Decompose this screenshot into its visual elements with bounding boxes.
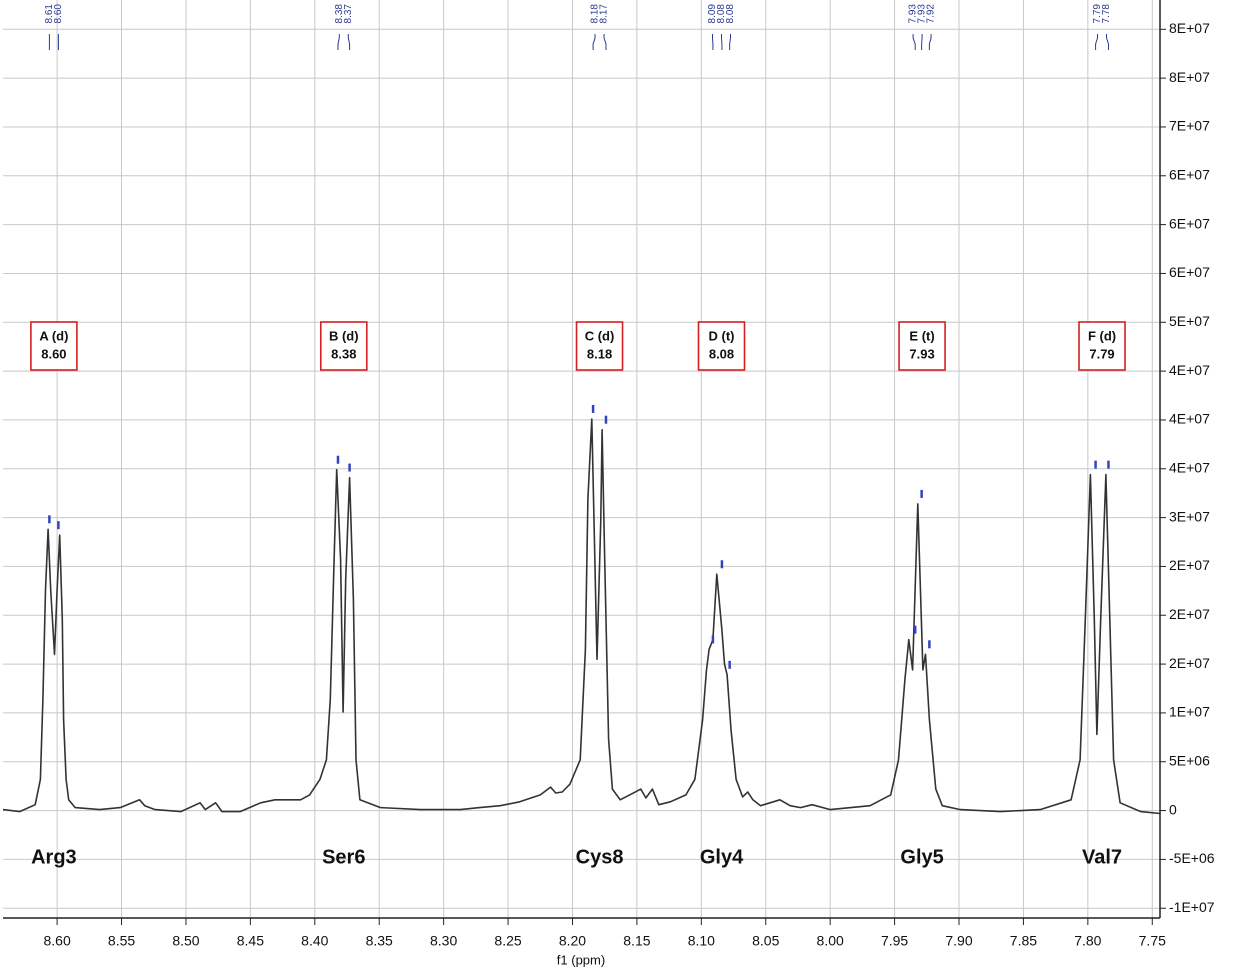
peak-leader bbox=[337, 34, 340, 50]
x-tick-label: 7.75 bbox=[1139, 933, 1166, 949]
y-tick-label: 7E+07 bbox=[1169, 118, 1210, 134]
x-tick-label: 8.50 bbox=[172, 933, 199, 949]
x-tick-label: 7.90 bbox=[945, 933, 972, 949]
x-tick-label: 8.00 bbox=[817, 933, 844, 949]
peak-leader bbox=[1095, 34, 1099, 50]
y-tick-label: 2E+07 bbox=[1169, 606, 1210, 622]
x-tick-label: 8.40 bbox=[301, 933, 328, 949]
peak-label: 8.37 bbox=[343, 4, 354, 24]
x-tick-label: 8.10 bbox=[688, 933, 715, 949]
peak-leader bbox=[1106, 34, 1109, 50]
spectrum-line bbox=[2, 418, 1161, 815]
peak-label: 8.08 bbox=[716, 4, 727, 24]
y-tick-label: 6E+07 bbox=[1169, 264, 1210, 280]
peak-label: 7.93 bbox=[908, 4, 919, 24]
peak-leader bbox=[347, 34, 351, 50]
residue-label: Gly4 bbox=[700, 846, 744, 868]
x-tick-label: 7.80 bbox=[1074, 933, 1101, 949]
y-tick-label: 0 bbox=[1169, 801, 1177, 817]
y-tick-label: -1E+07 bbox=[1169, 899, 1215, 915]
peak-leader bbox=[928, 34, 932, 50]
multiplet-box bbox=[697, 321, 746, 371]
residue-label: Cys8 bbox=[576, 846, 624, 868]
multiplet-box bbox=[575, 321, 624, 371]
peak-leader bbox=[729, 34, 732, 50]
x-tick-label: 7.85 bbox=[1010, 933, 1037, 949]
multiplet-shift: 8.60 bbox=[41, 346, 66, 361]
multiplet-shift: 8.08 bbox=[709, 346, 734, 361]
peak-label: 7.92 bbox=[926, 4, 937, 24]
peak-label: 7.79 bbox=[1092, 4, 1103, 24]
x-tick-label: 8.60 bbox=[43, 933, 70, 949]
y-tick-label: 8E+07 bbox=[1169, 20, 1210, 36]
multiplet-name: F (d) bbox=[1088, 328, 1116, 343]
multiplet-name: E (t) bbox=[909, 328, 934, 343]
peak-label: 8.18 bbox=[590, 4, 601, 24]
residue-label: Ser6 bbox=[322, 846, 365, 868]
peak-label: 7.93 bbox=[917, 4, 928, 24]
multiplet-box bbox=[898, 321, 946, 371]
peak-label: 8.38 bbox=[334, 4, 345, 24]
y-tick-label: 4E+07 bbox=[1169, 459, 1210, 475]
x-tick-label: 7.95 bbox=[881, 933, 908, 949]
multiplet-shift: 7.93 bbox=[909, 346, 934, 361]
multiplet-name: D (t) bbox=[709, 328, 735, 343]
peak-label: 8.60 bbox=[53, 4, 64, 24]
y-tick-label: 5E+06 bbox=[1169, 752, 1210, 768]
residue-label: Arg3 bbox=[31, 846, 77, 868]
multiplet-shift: 8.38 bbox=[331, 346, 356, 361]
y-tick-label: 2E+07 bbox=[1169, 557, 1210, 573]
y-tick-label: 2E+07 bbox=[1169, 655, 1210, 671]
y-tick-label: 6E+07 bbox=[1169, 215, 1210, 231]
multiplet-box bbox=[319, 321, 368, 371]
multiplet-name: A (d) bbox=[39, 328, 68, 343]
x-tick-label: 8.15 bbox=[623, 933, 650, 949]
peak-leader bbox=[603, 34, 607, 50]
peak-leader bbox=[592, 34, 596, 50]
peak-label: 8.09 bbox=[707, 4, 718, 24]
multiplet-name: B (d) bbox=[329, 328, 359, 343]
y-tick-label: 8E+07 bbox=[1169, 69, 1210, 85]
multiplet-box bbox=[1078, 321, 1126, 371]
x-tick-label: 8.20 bbox=[559, 933, 586, 949]
y-tick-label: 5E+07 bbox=[1169, 313, 1210, 329]
x-tick-label: 8.30 bbox=[430, 933, 457, 949]
x-tick-label: 8.25 bbox=[494, 933, 521, 949]
peak-leader bbox=[912, 34, 916, 50]
x-axis-label: f1 (ppm) bbox=[557, 952, 605, 967]
y-tick-label: 3E+07 bbox=[1169, 508, 1210, 524]
x-tick-label: 8.05 bbox=[752, 933, 779, 949]
x-tick-label: 8.45 bbox=[237, 933, 264, 949]
peak-label: 8.17 bbox=[599, 4, 610, 24]
peak-label: 7.78 bbox=[1101, 4, 1112, 24]
y-tick-label: 4E+07 bbox=[1169, 362, 1210, 378]
multiplet-box bbox=[30, 321, 78, 371]
multiplet-shift: 8.18 bbox=[587, 346, 612, 361]
residue-label: Gly5 bbox=[900, 846, 943, 868]
y-tick-label: 6E+07 bbox=[1169, 166, 1210, 182]
peak-label: 8.08 bbox=[725, 4, 736, 24]
y-tick-label: 1E+07 bbox=[1169, 704, 1210, 720]
y-tick-label: 4E+07 bbox=[1169, 411, 1210, 427]
residue-label: Val7 bbox=[1082, 846, 1122, 868]
multiplet-shift: 7.79 bbox=[1089, 346, 1114, 361]
x-tick-label: 8.55 bbox=[108, 933, 135, 949]
peak-label: 8.61 bbox=[44, 4, 55, 24]
y-tick-label: -5E+06 bbox=[1169, 850, 1215, 866]
multiplet-name: C (d) bbox=[585, 328, 615, 343]
x-tick-label: 8.35 bbox=[366, 933, 393, 949]
